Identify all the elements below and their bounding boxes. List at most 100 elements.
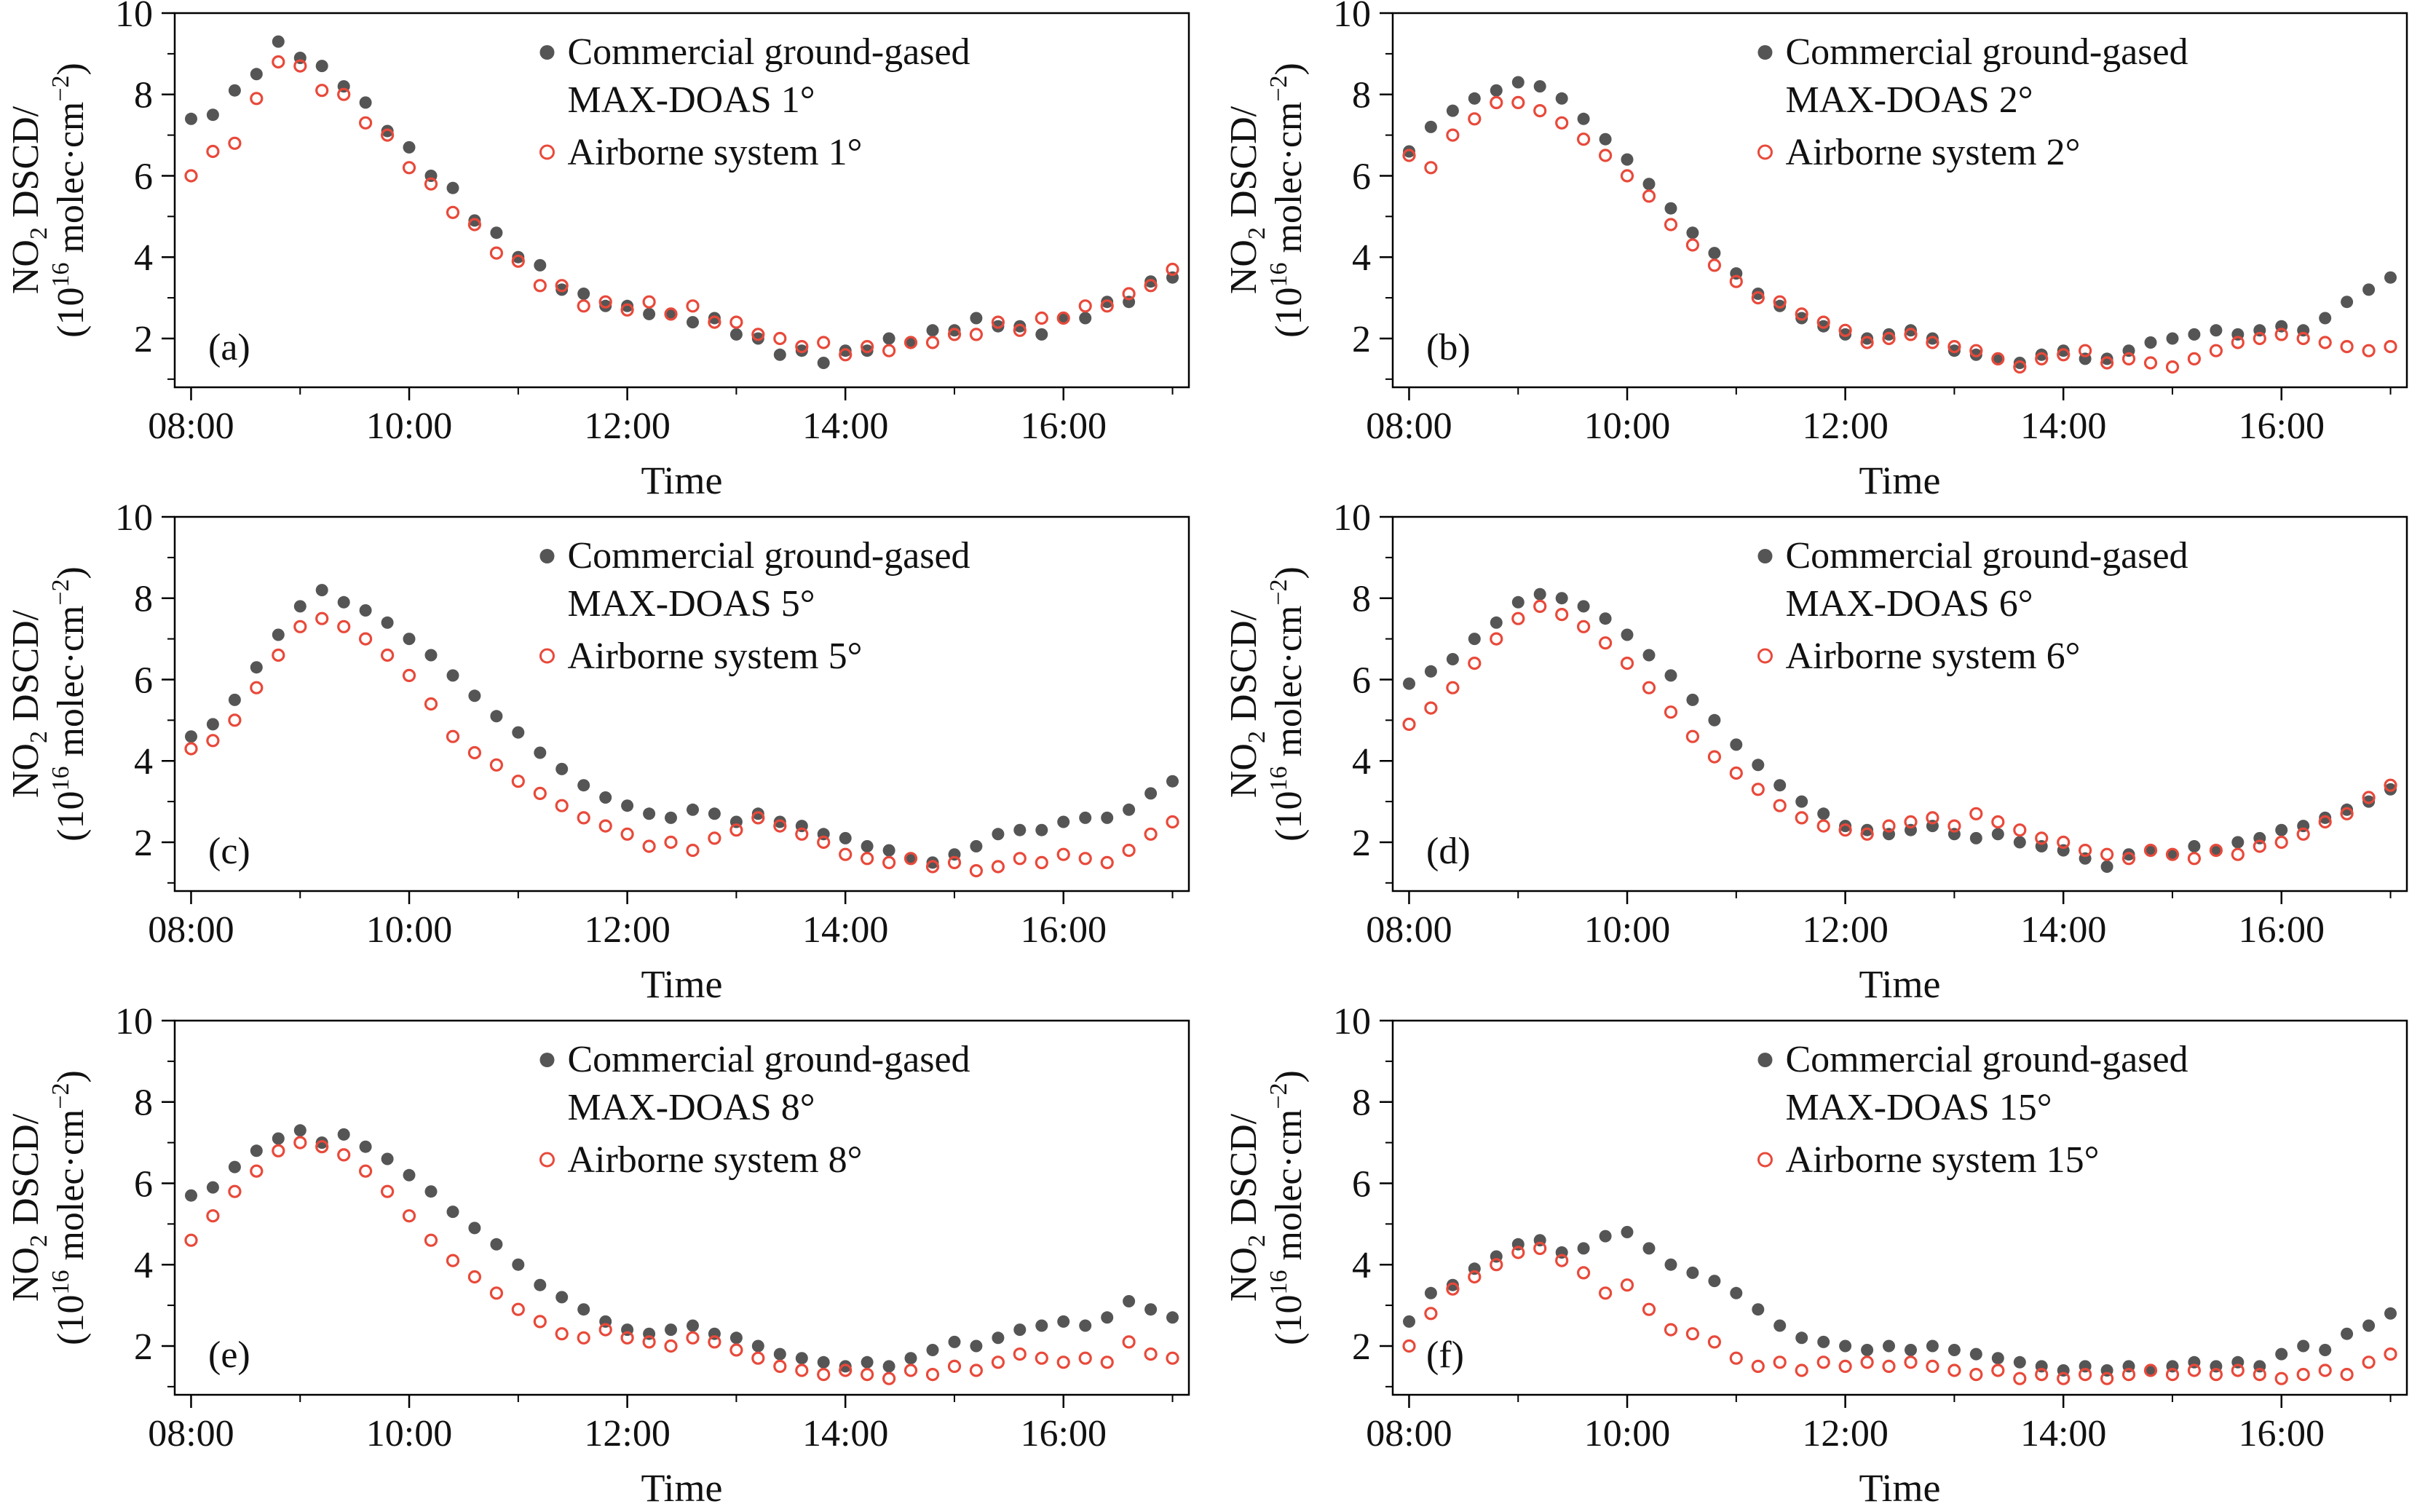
svg-text:(1016 molec·cm−2): (1016 molec·cm−2) [1265,63,1310,338]
svg-text:Airborne system 6°: Airborne system 6° [1785,636,2080,677]
svg-text:08:00: 08:00 [148,1413,234,1454]
svg-text:14:00: 14:00 [2020,1413,2106,1454]
chart-panel-f: 08:00 10:00 12:00 14:00 16:00 2 4 6 8 10 Time NO2 D… [1218,1008,2436,1512]
svg-text:2: 2 [1352,1326,1371,1368]
svg-text:08:00: 08:00 [148,405,234,447]
svg-text:Commercial ground-gased: Commercial ground-gased [567,31,970,73]
svg-text:(1016 molec·cm−2): (1016 molec·cm−2) [47,1070,92,1345]
svg-text:08:00: 08:00 [1366,909,1452,951]
svg-text:2: 2 [134,319,153,360]
svg-text:16:00: 16:00 [2239,909,2325,951]
svg-text:(a): (a) [208,327,250,368]
svg-text:10: 10 [115,1008,153,1042]
svg-text:16:00: 16:00 [1021,405,1107,447]
svg-text:(d): (d) [1426,831,1471,872]
svg-text:16:00: 16:00 [1021,1413,1107,1454]
svg-text:4: 4 [134,1245,153,1286]
svg-text:10: 10 [1333,504,1371,539]
svg-text:16:00: 16:00 [1021,909,1107,951]
svg-text:6: 6 [134,660,153,701]
svg-text:NO2 DSCD/: NO2 DSCD/ [1223,1113,1270,1302]
svg-text:12:00: 12:00 [1802,1413,1888,1454]
svg-text:10: 10 [1333,0,1371,35]
svg-text:6: 6 [1352,660,1371,701]
svg-text:08:00: 08:00 [1366,1413,1452,1454]
svg-text:10: 10 [1333,1008,1371,1042]
svg-text:MAX-DOAS 5°: MAX-DOAS 5° [567,583,815,625]
svg-text:14:00: 14:00 [2020,405,2106,447]
svg-text:16:00: 16:00 [2239,405,2325,447]
svg-text:(b): (b) [1426,327,1471,368]
svg-text:8: 8 [1352,1082,1371,1124]
chart-canvas-e: 08:00 10:00 12:00 14:00 16:00 2 4 6 8 10 Time NO2 D… [5,1008,1190,1510]
svg-text:NO2 DSCD/: NO2 DSCD/ [5,106,52,294]
svg-text:12:00: 12:00 [584,405,670,447]
chart-canvas-a: 08:00 10:00 12:00 14:00 16:00 2 4 6 8 10 Time NO2 D… [5,0,1190,502]
svg-text:Airborne system 15°: Airborne system 15° [1785,1139,2099,1181]
svg-text:4: 4 [1352,237,1371,279]
svg-text:6: 6 [134,1163,153,1205]
chart-canvas-d: 08:00 10:00 12:00 14:00 16:00 2 4 6 8 10 Time NO2 D… [1223,504,2408,1006]
svg-text:Commercial ground-gased: Commercial ground-gased [1785,1039,2188,1080]
svg-text:10: 10 [115,0,153,35]
svg-text:14:00: 14:00 [802,405,888,447]
svg-text:6: 6 [134,156,153,197]
svg-text:08:00: 08:00 [1366,405,1452,447]
svg-text:(1016 molec·cm−2): (1016 molec·cm−2) [47,63,92,338]
svg-text:(e): (e) [208,1334,250,1376]
svg-text:(f): (f) [1426,1334,1464,1376]
svg-text:Time: Time [641,459,722,502]
svg-text:Time: Time [1859,459,1940,502]
svg-text:6: 6 [1352,156,1371,197]
chart-panel-d: 08:00 10:00 12:00 14:00 16:00 2 4 6 8 10 Time NO2 D… [1218,504,2436,1008]
svg-text:MAX-DOAS 2°: MAX-DOAS 2° [1785,79,2033,121]
svg-text:4: 4 [1352,741,1371,783]
svg-text:Airborne system 1°: Airborne system 1° [567,132,862,173]
svg-text:(1016 molec·cm−2): (1016 molec·cm−2) [1265,1070,1310,1345]
svg-text:8: 8 [134,75,153,116]
svg-text:MAX-DOAS 15°: MAX-DOAS 15° [1785,1087,2052,1128]
svg-text:NO2 DSCD/: NO2 DSCD/ [1223,609,1270,798]
svg-text:16:00: 16:00 [2239,1413,2325,1454]
svg-text:Commercial ground-gased: Commercial ground-gased [567,535,970,577]
svg-text:12:00: 12:00 [584,909,670,951]
svg-text:10: 10 [115,504,153,539]
svg-text:14:00: 14:00 [802,909,888,951]
svg-text:8: 8 [134,1082,153,1124]
svg-text:2: 2 [134,823,153,864]
svg-text:Airborne system 5°: Airborne system 5° [567,636,862,677]
svg-text:4: 4 [134,741,153,783]
svg-text:6: 6 [1352,1163,1371,1205]
svg-text:(1016 molec·cm−2): (1016 molec·cm−2) [47,566,92,842]
svg-text:Time: Time [641,962,722,1006]
chart-canvas-b: 08:00 10:00 12:00 14:00 16:00 2 4 6 8 10 Time NO2 D… [1223,0,2408,502]
svg-text:NO2 DSCD/: NO2 DSCD/ [5,609,52,798]
svg-text:14:00: 14:00 [2020,909,2106,951]
svg-text:14:00: 14:00 [802,1413,888,1454]
svg-text:Time: Time [1859,1466,1940,1510]
svg-text:Commercial ground-gased: Commercial ground-gased [1785,535,2188,577]
svg-text:8: 8 [1352,579,1371,620]
svg-text:10:00: 10:00 [1584,405,1670,447]
svg-text:8: 8 [134,579,153,620]
svg-text:4: 4 [1352,1245,1371,1286]
svg-text:10:00: 10:00 [1584,1413,1670,1454]
svg-text:8: 8 [1352,75,1371,116]
svg-text:10:00: 10:00 [366,1413,452,1454]
svg-text:Airborne system 8°: Airborne system 8° [567,1139,862,1181]
svg-text:4: 4 [134,237,153,279]
svg-text:(1016 molec·cm−2): (1016 molec·cm−2) [1265,566,1310,842]
chart-canvas-c: 08:00 10:00 12:00 14:00 16:00 2 4 6 8 10 Time NO2 D… [5,504,1190,1006]
svg-text:12:00: 12:00 [1802,405,1888,447]
svg-text:10:00: 10:00 [366,405,452,447]
svg-text:MAX-DOAS 6°: MAX-DOAS 6° [1785,583,2033,625]
svg-text:2: 2 [134,1326,153,1368]
svg-text:Airborne system 2°: Airborne system 2° [1785,132,2080,173]
svg-text:Time: Time [641,1466,722,1510]
chart-canvas-f: 08:00 10:00 12:00 14:00 16:00 2 4 6 8 10 Time NO2 D… [1223,1008,2408,1510]
svg-text:MAX-DOAS 8°: MAX-DOAS 8° [567,1087,815,1128]
svg-text:08:00: 08:00 [148,909,234,951]
chart-panel-e: 08:00 10:00 12:00 14:00 16:00 2 4 6 8 10 Time NO2 D… [0,1008,1218,1512]
svg-text:2: 2 [1352,319,1371,360]
